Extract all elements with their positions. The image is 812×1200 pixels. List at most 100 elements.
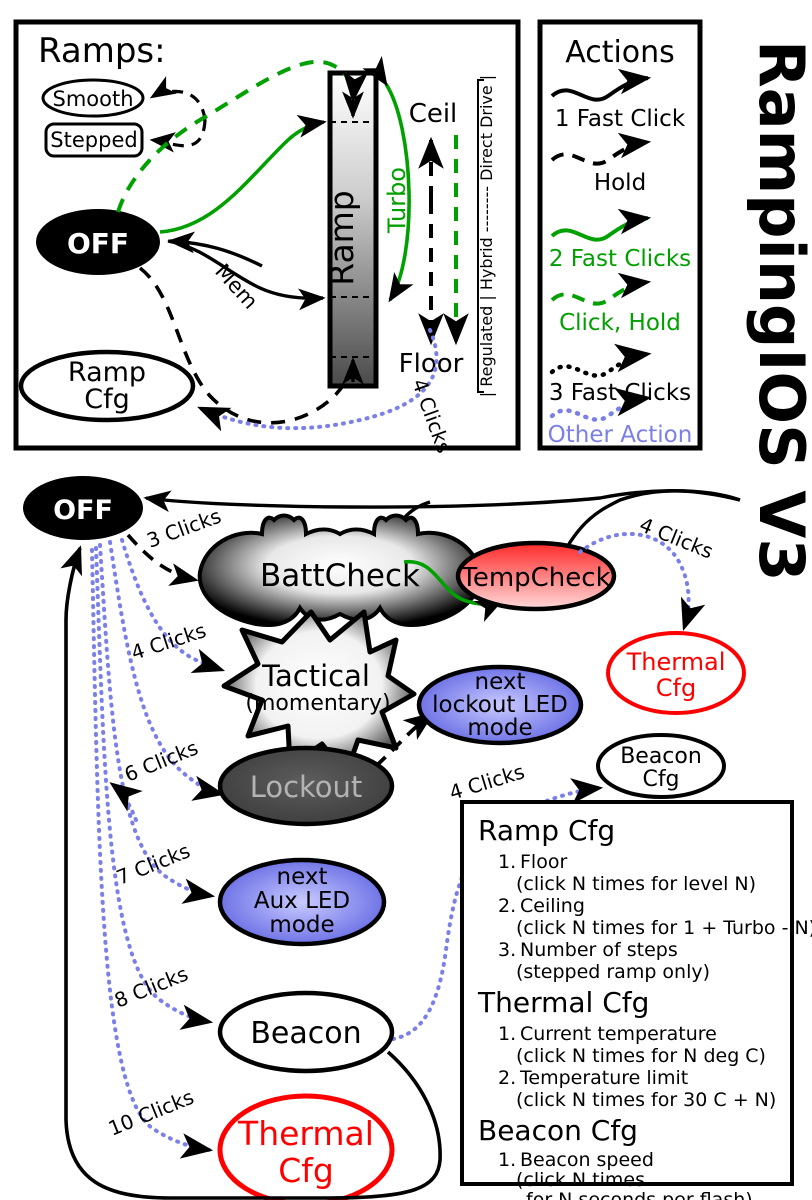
node-tactical-label-2: (momentary) (245, 691, 390, 716)
edge-return-loop-to-off (60, 545, 442, 1200)
node-next-aux-led-label-2: Aux LED (254, 888, 350, 914)
node-thermal-cfg-bottom-label-1: Thermal (237, 1114, 374, 1153)
cfg-thermal-item-1-note: (click N times for N deg C) (516, 1045, 766, 1067)
node-tempcheck-shape (455, 540, 617, 612)
ramp-bar-label: Ramp (322, 190, 361, 286)
edge-off-to-ramp-green-dashed (116, 59, 369, 213)
node-next-aux-led-mode-shape (217, 857, 387, 947)
action-stroke-dotted-purple (549, 387, 652, 422)
node-thermal-cfg-bottom[interactable]: Thermal Cfg (217, 1093, 395, 1200)
label-floor: Floor (399, 349, 464, 379)
cfg-ramp-item-1-name: Floor (520, 851, 567, 873)
action-legend-item-click-hold: Click, Hold (550, 272, 681, 336)
cfg-beacon-item-1-note2: for N seconds per flash) (526, 1189, 753, 1200)
action-legend-item-other-action: Other Action (548, 387, 692, 448)
edge-return-to-off-top (143, 489, 741, 513)
node-lockout-shape (217, 745, 395, 827)
node-smooth-label: Smooth (52, 87, 133, 111)
node-thermal-cfg-top-label-2: Cfg (656, 674, 696, 702)
node-battcheck[interactable]: BattCheck (197, 513, 483, 627)
node-stepped[interactable]: Stepped (44, 122, 144, 158)
cfg-thermal-item-2-note: (click N times for 30 C + N) (516, 1089, 776, 1111)
action-stroke-dotted-black (549, 343, 652, 378)
node-off-states[interactable]: OFF (23, 476, 143, 540)
node-ramp-cfg-label-1: Ramp (68, 357, 146, 388)
action-stroke-dashed-green (550, 272, 652, 306)
action-label-3: 2 Fast Clicks (549, 246, 691, 272)
cfg-thermal-item-1-num: 1. (498, 1023, 516, 1045)
node-beacon-cfg-label-1: Beacon (620, 744, 702, 769)
node-next-aux-led-mode[interactable]: next Aux LED mode (217, 857, 387, 947)
edge-to-stepped (149, 119, 207, 153)
edge-off-to-battcheck (126, 533, 199, 586)
ramps-panel-heading: Ramps: (38, 31, 166, 71)
node-ramp-cfg[interactable]: Ramp Cfg (18, 349, 196, 423)
edge-label-8-clicks: 8 Clicks (111, 961, 192, 1012)
node-next-lockout-led-label-1: next (475, 669, 526, 695)
node-off-states-label: OFF (53, 495, 113, 526)
node-next-lockout-led-mode-shape (416, 664, 584, 746)
cfg-panel: Ramp Cfg 1. Floor (click N times for lev… (460, 800, 812, 1200)
label-ceil: Ceil (409, 99, 458, 129)
edge-label-3-clicks: 3 Clicks (144, 504, 225, 553)
node-beacon-cfg[interactable]: Beacon Cfg (596, 733, 726, 799)
node-next-lockout-led-label-2: lockout LED (432, 692, 568, 718)
node-beacon[interactable]: Beacon (217, 990, 395, 1074)
edge-label-10-clicks: 10 Clicks (105, 1085, 197, 1141)
edge-tempcheck-to-thermal-cfg (578, 531, 706, 632)
node-next-lockout-led-mode[interactable]: next lockout LED mode (416, 664, 584, 746)
edge-label-turbo: Turbo (383, 167, 411, 234)
node-beacon-cfg-shape (596, 733, 726, 799)
edge-label-4-clicks-beacon: 4 Clicks (446, 759, 527, 805)
edge-turbo (362, 55, 414, 303)
action-stroke-dashed-black (550, 132, 652, 166)
cfg-ramp-item-2-num: 2. (498, 895, 516, 917)
edge-lockout-return-arrow (109, 782, 143, 822)
node-off-ramps[interactable]: OFF (36, 209, 160, 275)
node-smooth[interactable]: Smooth (41, 78, 145, 118)
cfg-heading-beacon: Beacon Cfg (478, 1114, 638, 1147)
node-next-lockout-led-label-3: mode (467, 715, 532, 741)
node-lockout[interactable]: Lockout (217, 745, 395, 827)
node-lockout-label: Lockout (250, 770, 363, 804)
ramp-bar: Ramp (322, 70, 379, 389)
drive-scale: | Regulated | Hybrid -------- Direct Dri… (477, 75, 496, 397)
cfg-beacon-item-1-note: (click N times (516, 1169, 645, 1191)
node-smooth-shape (41, 78, 145, 118)
node-off-ramps-label: OFF (67, 227, 129, 260)
action-label-5: 3 Fast Clicks (549, 380, 691, 406)
page-title-text: RampingIOS V3 (745, 40, 812, 581)
actions-panel-border (537, 19, 703, 451)
node-thermal-cfg-top-label-1: Thermal (626, 648, 726, 676)
actions-panel: Actions 1 Fast Click Hold 2 Fast Clicks … (537, 19, 703, 451)
node-tactical-label-1: Tactical (261, 659, 370, 693)
node-stepped-shape (44, 122, 144, 158)
edge-off-to-tactical (120, 538, 226, 674)
cfg-beacon-item-1-num: 1. (498, 1149, 516, 1171)
node-beacon-shape (217, 990, 395, 1074)
edge-off-to-ramp-green-solid (159, 114, 327, 234)
node-ramp-cfg-label-2: Cfg (84, 384, 130, 415)
node-next-aux-led-label-1: next (277, 864, 328, 890)
node-ramp-cfg-shape (18, 349, 196, 423)
action-label-1: 1 Fast Click (555, 106, 686, 132)
actions-panel-heading: Actions (565, 35, 675, 70)
cfg-ramp-item-3-note: (stepped ramp only) (516, 961, 710, 983)
action-stroke-solid-green (550, 208, 652, 242)
cfg-ramp-item-1-num: 1. (498, 851, 516, 873)
edge-mem-to-ramp (167, 239, 326, 311)
node-off-states-shape (23, 476, 143, 540)
node-thermal-cfg-top[interactable]: Thermal Cfg (606, 631, 746, 715)
cfg-ramp-item-3-name: Number of steps (520, 939, 678, 961)
node-tempcheck[interactable]: TempCheck (455, 540, 617, 612)
action-legend-item-1-fast-click: 1 Fast Click (550, 68, 686, 132)
edge-off-to-lockout (108, 540, 226, 801)
action-legend-item-hold: Hold (550, 132, 652, 196)
node-thermal-cfg-top-shape (606, 631, 746, 715)
cfg-ramp-item-2-note: (click N times for 1 + Turbo - N) (516, 917, 812, 939)
edge-label-4-clicks-tactical: 4 Clicks (128, 618, 209, 665)
page-title: RampingIOS V3 (745, 40, 812, 581)
node-thermal-cfg-bottom-shape (217, 1093, 395, 1200)
